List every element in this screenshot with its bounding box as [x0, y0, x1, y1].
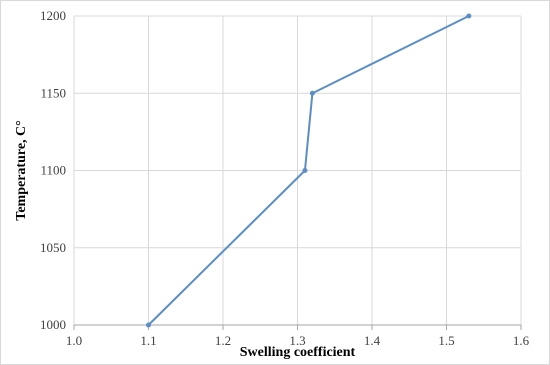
- y-tick-label: 1100: [40, 163, 66, 178]
- x-tick-label: 1.6: [513, 333, 530, 348]
- y-tick-label: 1050: [40, 240, 66, 255]
- data-point: [309, 90, 315, 96]
- series-layer: [146, 13, 472, 328]
- x-tick-label: 1.2: [215, 333, 231, 348]
- x-tick-label: 1.1: [140, 333, 156, 348]
- x-tick-label: 1.4: [364, 333, 381, 348]
- x-tick-label: 1.5: [438, 333, 454, 348]
- axes: [73, 324, 522, 330]
- y-tick-label: 1200: [40, 8, 66, 23]
- tick-labels: 1.0 1.1 1.2 1.3 1.4 1.5 1.6 1000 1050 1100 1150 120…: [40, 8, 530, 348]
- grid-lines: [73, 15, 522, 326]
- x-axis-title: Swelling coefficient: [240, 345, 356, 360]
- series-line: [147, 15, 470, 326]
- x-tick-label: 1.3: [289, 333, 305, 348]
- x-tick-label: 1.0: [66, 333, 82, 348]
- data-point: [302, 168, 308, 173]
- y-tick-label: 1150: [40, 85, 66, 100]
- y-tick-label: 1000: [40, 317, 66, 332]
- data-point: [466, 13, 472, 19]
- data-point: [146, 322, 151, 328]
- y-axis-title: Temperature, C°: [14, 120, 29, 220]
